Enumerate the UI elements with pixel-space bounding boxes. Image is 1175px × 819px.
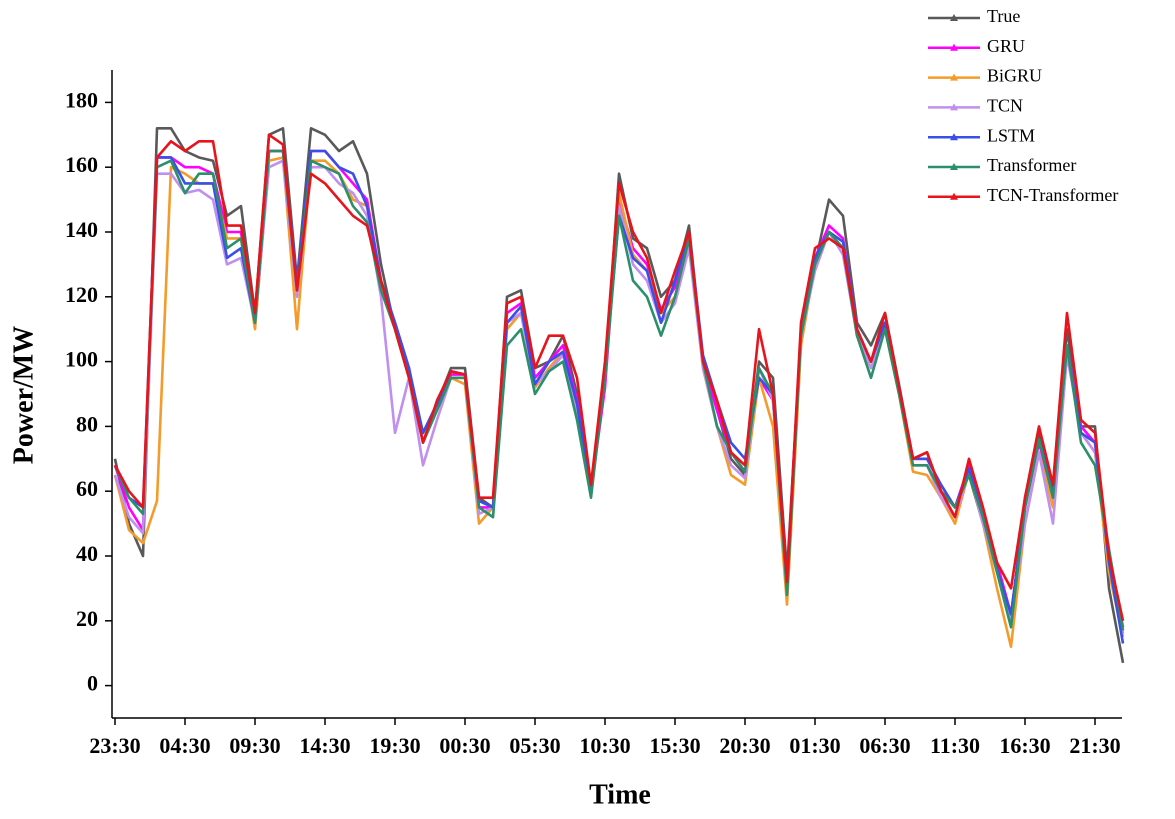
legend-label: Transformer bbox=[987, 155, 1076, 175]
y-tick-label: 120 bbox=[65, 282, 98, 307]
legend-marker bbox=[950, 14, 958, 21]
y-tick-label: 140 bbox=[65, 217, 98, 242]
y-tick-label: 100 bbox=[65, 347, 98, 372]
x-tick-label: 05:30 bbox=[509, 733, 560, 758]
x-tick-label: 11:30 bbox=[930, 733, 980, 758]
y-tick-label: 20 bbox=[76, 606, 98, 631]
legend-label: LSTM bbox=[987, 125, 1035, 145]
x-tick-label: 04:30 bbox=[159, 733, 210, 758]
y-tick-label: 60 bbox=[76, 476, 98, 501]
legend-label: GRU bbox=[987, 36, 1025, 56]
x-tick-label: 06:30 bbox=[859, 733, 910, 758]
y-tick-label: 180 bbox=[65, 87, 98, 112]
series-line bbox=[113, 159, 1125, 634]
x-axis-title: Time bbox=[589, 779, 651, 810]
x-tick-label: 14:30 bbox=[299, 733, 350, 758]
legend-marker bbox=[950, 103, 958, 111]
x-tick-label: 15:30 bbox=[649, 733, 700, 758]
legend-label: TCN bbox=[987, 96, 1023, 116]
x-tick-label: 01:30 bbox=[789, 733, 840, 758]
series-line bbox=[113, 149, 1125, 631]
y-axis-title: Power/MW bbox=[8, 326, 39, 464]
x-tick-label: 16:30 bbox=[999, 733, 1050, 758]
legend-marker bbox=[950, 133, 958, 141]
y-tick-label: 160 bbox=[65, 152, 98, 177]
x-tick-label: 09:30 bbox=[229, 733, 280, 758]
legend-marker bbox=[950, 73, 958, 81]
y-tick-label: 0 bbox=[87, 671, 98, 696]
y-tick-label: 40 bbox=[76, 541, 98, 566]
x-tick-label: 19:30 bbox=[369, 733, 420, 758]
x-tick-label: 00:30 bbox=[439, 733, 490, 758]
series-line bbox=[113, 133, 1125, 622]
legend-label: True bbox=[987, 6, 1020, 26]
legend-label: BiGRU bbox=[987, 66, 1042, 86]
legend-marker bbox=[950, 163, 958, 170]
legend-marker bbox=[950, 43, 958, 51]
legend-label: TCN-Transformer bbox=[987, 185, 1118, 205]
x-tick-label: 20:30 bbox=[719, 733, 770, 758]
x-tick-label: 21:30 bbox=[1069, 733, 1120, 758]
y-tick-label: 80 bbox=[76, 411, 98, 436]
legend-marker bbox=[950, 192, 958, 200]
x-tick-label: 23:30 bbox=[89, 733, 140, 758]
x-tick-label: 10:30 bbox=[579, 733, 630, 758]
